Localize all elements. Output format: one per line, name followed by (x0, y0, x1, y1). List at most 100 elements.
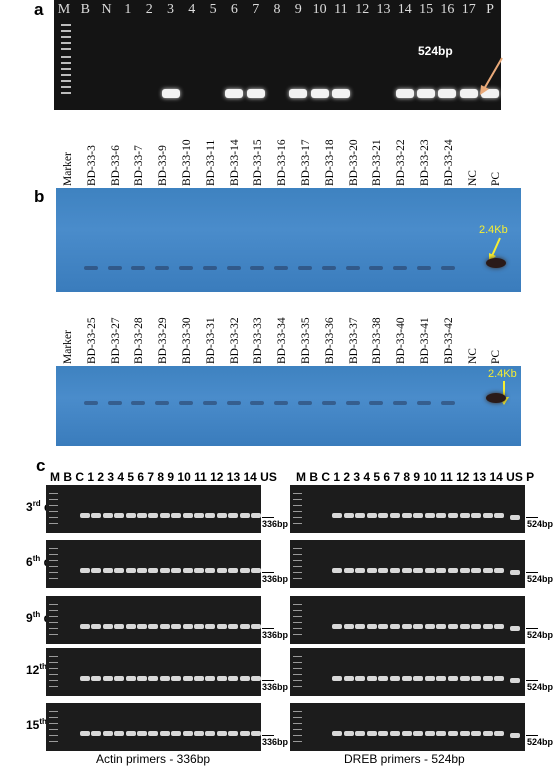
panel-c-ladder-band (49, 517, 58, 518)
panel-c-left-band (125, 624, 136, 629)
panel-b-bottom-lane-label: BD-33-42 (442, 317, 455, 364)
panel-c-left-band (102, 676, 113, 681)
panel-c-left-size-label: 336bp (262, 574, 289, 584)
panel-c-left-band (148, 676, 159, 681)
panel-c-right-band (366, 513, 377, 518)
panel-a-gel: M B N 1 2 3 4 5 6 7 8 9 10 11 12 13 14 15 16 17 P (54, 0, 501, 110)
panel-c-ladder-band (49, 674, 58, 675)
panel-c-left-band (80, 513, 90, 518)
panel-c-right-band (366, 568, 377, 573)
panel-c-right-band (459, 568, 470, 573)
panel-c-right-band (471, 568, 482, 573)
panel-c-right-band (355, 731, 366, 736)
panel-c-left-band (251, 676, 261, 681)
panel-c-right-footer: DREB primers - 524bp (344, 752, 465, 766)
panel-b-top-lane-label: BD-33-10 (181, 139, 193, 186)
panel-c-left-band (239, 513, 250, 518)
panel-c-left-band (251, 568, 261, 573)
panel-c-ladder-band (293, 735, 302, 736)
panel-c-left-size-tick (262, 680, 274, 681)
panel-c-left-band (216, 568, 227, 573)
panel-b-top-band (155, 266, 170, 270)
panel-c-right-band (332, 513, 342, 518)
panel-c-right-band (355, 568, 366, 573)
panel-c-ladder-band (49, 711, 58, 712)
panel-b-top-band (83, 266, 98, 270)
panel-a-band (225, 89, 244, 98)
panel-c-ladder-band (293, 560, 302, 561)
panel-b-top-band (202, 266, 217, 270)
panel-c-left-band (239, 568, 250, 573)
panel-b-top-lane-label: BD-33-17 (300, 139, 312, 186)
panel-b-top-blot (56, 188, 521, 292)
panel-c-left-band (125, 731, 136, 736)
panel-a-ladder-band (61, 80, 71, 82)
panel-c-left-band (91, 513, 102, 518)
panel-c-left-band (182, 568, 193, 573)
panel-a-size-label: 524bp (418, 44, 453, 58)
panel-c-left-band (80, 568, 90, 573)
panel-c-left-size-tick (262, 628, 274, 629)
panel-c-right-pc-band (510, 515, 520, 520)
panel-c-left-band (205, 731, 216, 736)
panel-c-left-band (114, 624, 125, 629)
panel-c-left-size-label: 336bp (262, 682, 289, 692)
panel-c-right-size-label: 524bp (527, 682, 553, 692)
panel-a-ladder-band (61, 24, 71, 26)
panel-a-ladder-band (61, 56, 71, 58)
panel-c-ladder-band (293, 554, 302, 555)
panel-c-left-band (80, 731, 90, 736)
panel-a-ladder-band (61, 42, 71, 44)
panel-b-bottom-lane-label: BD-33-29 (157, 317, 170, 364)
panel-c-left-band (171, 513, 182, 518)
panel-b-bottom-lane-label: BD-33-35 (300, 317, 312, 364)
panel-c-right-band (401, 731, 412, 736)
panel-a-lane-label: 8 (273, 2, 281, 17)
panel-a-arrow (480, 57, 503, 95)
panel-c-left-band (171, 568, 182, 573)
panel-c-right-band (436, 676, 447, 681)
panel-c-left-size-tick (262, 735, 274, 736)
panel-c-left-lane-header: M B C 1 2 3 4 5 6 7 8 9 10 11 12 13 14 U… (50, 470, 277, 484)
panel-c-right-band (413, 731, 424, 736)
panel-c-left-band (182, 624, 193, 629)
panel-c-ladder-band (49, 656, 58, 657)
panel-c-right-band (390, 568, 400, 573)
panel-c-right-band (482, 513, 493, 518)
panel-a-lane-label: 2 (145, 2, 153, 17)
panel-c-left-band (251, 731, 261, 736)
panel-b-bottom-band (393, 401, 408, 405)
panel-c-ladder-band (293, 548, 302, 549)
panel-c-right-size-label: 524bp (527, 519, 553, 529)
panel-c-right-band (378, 568, 389, 573)
panel-c-right-band (355, 676, 366, 681)
panel-c-right-band (390, 676, 400, 681)
panel-c-left-band (114, 513, 125, 518)
panel-c-right-band (343, 513, 354, 518)
panel-c-left-band (251, 624, 261, 629)
panel-a-lane-label: 17 (461, 2, 476, 17)
panel-c-right-band (401, 624, 412, 629)
panel-c-left-band (194, 624, 204, 629)
panel-b-top-band (393, 266, 408, 270)
panel-c-right-size-label: 524bp (527, 630, 553, 640)
panel-c-left-band (91, 731, 102, 736)
panel-b-letter: b (34, 187, 45, 206)
panel-a-lane-label: 15 (419, 2, 434, 17)
panel-a-lane-label: N (101, 2, 112, 17)
panel-c-right-band (436, 624, 447, 629)
panel-c-ladder-band (293, 656, 302, 657)
panel-c-left-band (102, 513, 113, 518)
panel-c-left-band (194, 513, 204, 518)
panel-c-right-band (332, 568, 342, 573)
panel-c-right-band (482, 676, 493, 681)
panel-c-right-band (355, 624, 366, 629)
panel-c-ladder-band (293, 578, 302, 579)
panel-c-day-suffix: th (32, 554, 41, 563)
panel-c-left-gel (46, 596, 261, 644)
panel-c-ladder-band (293, 680, 302, 681)
panel-c-left-band (80, 676, 90, 681)
panel-c-right-band (378, 513, 389, 518)
panel-c-ladder-band (293, 686, 302, 687)
panel-c-ladder-band (293, 711, 302, 712)
